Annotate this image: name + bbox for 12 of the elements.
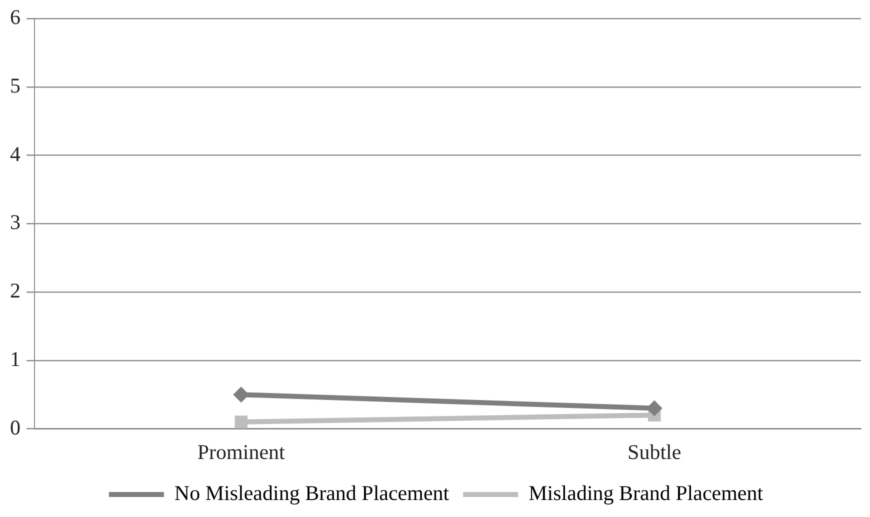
y-tick-label: 6	[10, 5, 20, 30]
y-tick-label: 4	[10, 142, 21, 166]
y-tick-label: 1	[10, 346, 20, 371]
y-tick-label: 3	[10, 210, 20, 234]
x-tick-label: Subtle	[628, 440, 682, 464]
point	[234, 416, 248, 428]
y-tick-label: 0	[10, 415, 20, 440]
legend-label: No Misleading Brand Placement	[174, 481, 450, 506]
legend-label: Mislading Brand Placement	[528, 481, 764, 506]
x-tick-label: Prominent	[197, 440, 286, 464]
y-tick-label: 5	[10, 73, 20, 98]
y-tick-label: 2	[10, 278, 20, 303]
